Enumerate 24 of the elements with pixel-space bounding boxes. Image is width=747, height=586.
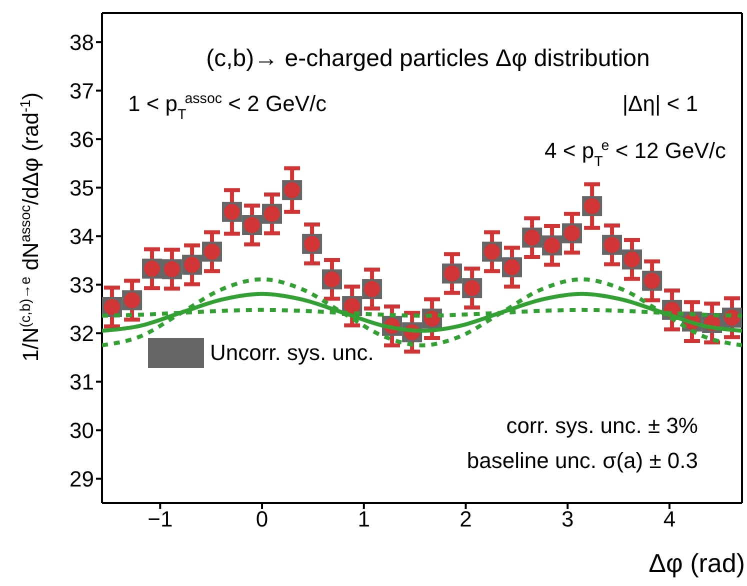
- y-tick-label: 29: [70, 466, 94, 492]
- y-tick-label: 30: [70, 418, 94, 444]
- y-tick-label: 37: [70, 78, 94, 104]
- y-tick-label: 31: [70, 370, 94, 395]
- y-tick-label: 36: [70, 126, 94, 152]
- x-tick-label: 2: [460, 506, 472, 532]
- text: (c,b)→ e-charged particles Δφ distribution: [206, 45, 650, 72]
- x-tick-label: 3: [561, 506, 574, 532]
- x-tick-label: −1: [148, 506, 173, 532]
- y-tick-label: 38: [70, 30, 94, 55]
- y-tick-label: 33: [70, 272, 94, 298]
- x-tick-label: 1: [358, 506, 370, 532]
- annotation: corr. sys. unc. ± 3%: [506, 413, 698, 438]
- y-tick-label: 35: [70, 175, 94, 200]
- annotation: 1 < p$_{T}$$^{assoc}$ < 2 GeV/c: [128, 91, 327, 123]
- annotation: baseline unc. σ(a) ± 0.3: [466, 448, 698, 473]
- y-tick-label: 34: [70, 224, 94, 249]
- x-tick-label: 0: [256, 506, 268, 532]
- annotation: |Δη| < 1: [622, 91, 698, 116]
- y-tick-label: 32: [70, 321, 94, 346]
- x-axis-title: Δφ (rad): [648, 548, 745, 578]
- legend-label: Uncorr. sys. unc.: [210, 340, 374, 366]
- annotation: 4 < p$_{T}$$^{e}$ < 12 GeV/c: [544, 138, 726, 170]
- x-tick-label: 4: [663, 506, 676, 532]
